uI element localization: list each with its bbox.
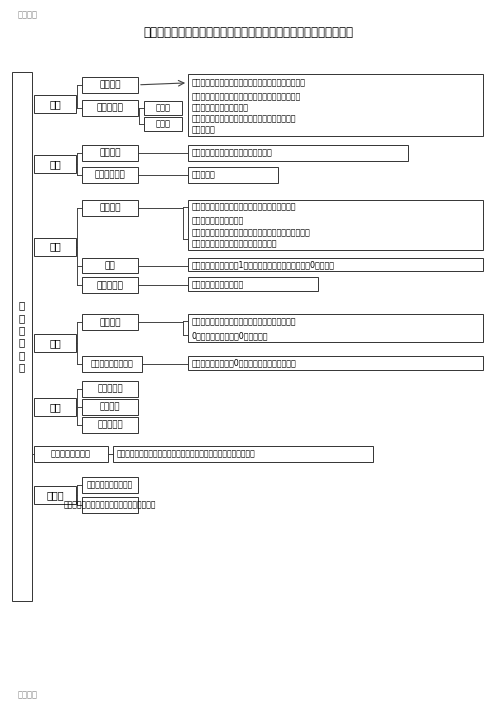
- Text: 除以一个数（不等于0），等于乘以这个数的倒数: 除以一个数（不等于0），等于乘以这个数的倒数: [192, 359, 297, 368]
- Text: 乘方: 乘方: [49, 402, 61, 412]
- Bar: [144, 101, 182, 115]
- Bar: [82, 381, 138, 397]
- Bar: [82, 100, 138, 116]
- Text: 互为相反数的两个数相加得零；一个数同零相加，
仍得这个数: 互为相反数的两个数相加得零；一个数同零相加， 仍得这个数: [192, 114, 297, 135]
- Text: 减法法则: 减法法则: [99, 148, 121, 157]
- Text: 交换律: 交换律: [156, 103, 171, 112]
- Text: 任何数与零相乘，积为零: 任何数与零相乘，积为零: [192, 216, 244, 225]
- Text: 两数相乘，同号得正，异号得负，并把绝对值相乘: 两数相乘，同号得正，异号得负，并把绝对值相乘: [192, 202, 297, 211]
- Text: 除法法则: 除法法则: [99, 318, 121, 327]
- Bar: [12, 72, 32, 601]
- Text: 乘方的意义: 乘方的意义: [97, 385, 123, 394]
- Bar: [188, 277, 318, 291]
- Text: 乘方运算: 乘方运算: [100, 403, 120, 412]
- Text: 有理数的混合运算: 有理数的混合运算: [51, 450, 91, 458]
- Bar: [188, 314, 483, 343]
- Bar: [82, 497, 138, 513]
- Bar: [82, 258, 138, 274]
- Bar: [34, 154, 76, 173]
- Text: 乘法运算律: 乘法运算律: [97, 281, 124, 290]
- Bar: [188, 258, 483, 272]
- Bar: [34, 334, 76, 352]
- Text: 若两个有理数的乘积为1，就称这两个有理数互为倒数；0没有倒数: 若两个有理数的乘积为1，就称这两个有理数互为倒数；0没有倒数: [192, 260, 335, 269]
- Text: 乘法: 乘法: [49, 241, 61, 251]
- Text: 异号两数相加，取绝对值较大加数的符号，并用较大
的绝对值减去较小的绝对值: 异号两数相加，取绝对值较大加数的符号，并用较大 的绝对值减去较小的绝对值: [192, 93, 301, 113]
- Text: 统一成加法: 统一成加法: [192, 170, 216, 179]
- Bar: [82, 166, 138, 183]
- Bar: [188, 166, 278, 183]
- Bar: [82, 477, 138, 493]
- Text: 乘法法则: 乘法法则: [99, 203, 121, 212]
- Bar: [188, 74, 483, 135]
- Text: 精品文档: 精品文档: [18, 10, 38, 19]
- Text: 加法运算律: 加法运算律: [97, 103, 124, 112]
- Bar: [82, 417, 138, 433]
- Text: 倒数: 倒数: [105, 261, 116, 270]
- Text: 用计算器求近似数，关键在于按键的准确应用: 用计算器求近似数，关键在于按键的准确应用: [64, 501, 156, 510]
- Text: 除法与乘法间的关系: 除法与乘法间的关系: [91, 360, 133, 369]
- Text: 交换律、结合律、分配律: 交换律、结合律、分配律: [192, 280, 244, 289]
- Text: 新浙教版七年级上册数学第二章《有理数的运算》知识点及典型例题: 新浙教版七年级上册数学第二章《有理数的运算》知识点及典型例题: [143, 27, 353, 39]
- Bar: [82, 199, 138, 216]
- Text: 近似数: 近似数: [46, 490, 64, 500]
- Text: 有
理
数
的
运
算: 有 理 数 的 运 算: [19, 300, 25, 372]
- Text: 同号两数相加，取与加数相同的符号，并把绝对值相加: 同号两数相加，取与加数相同的符号，并把绝对值相加: [192, 79, 306, 87]
- Text: 加减混合运算: 加减混合运算: [95, 170, 125, 179]
- Text: 多个不为零的有理数相乘，当负因数的个数为奇数时，积
为负；当负因数的个数为偶数时，积为正: 多个不为零的有理数相乘，当负因数的个数为奇数时，积 为负；当负因数的个数为偶数时…: [192, 229, 311, 249]
- Bar: [188, 145, 408, 161]
- Bar: [34, 398, 76, 416]
- Text: 除法: 除法: [49, 338, 61, 348]
- Bar: [188, 199, 483, 249]
- Bar: [34, 446, 108, 462]
- Text: 减法: 减法: [49, 159, 61, 168]
- Bar: [113, 446, 373, 462]
- Text: 两数相除，同号得正，异号得负，并把绝对值相除: 两数相除，同号得正，异号得负，并把绝对值相除: [192, 317, 297, 326]
- Bar: [34, 486, 76, 504]
- Bar: [82, 145, 138, 161]
- Text: 先算乘方，再算乘除，最后算加减。如有括号，先进行括号里的运算: 先算乘方，再算乘除，最后算加减。如有括号，先进行括号里的运算: [117, 450, 256, 458]
- Bar: [82, 314, 138, 331]
- Text: 加法法则: 加法法则: [99, 80, 121, 89]
- Bar: [82, 357, 142, 372]
- Bar: [144, 117, 182, 131]
- Text: 准确数和近似数的概念: 准确数和近似数的概念: [87, 481, 133, 489]
- Bar: [82, 77, 138, 93]
- Text: 加法: 加法: [49, 99, 61, 110]
- Bar: [188, 357, 483, 371]
- Text: 0除以任何一个不等于0的数都得零: 0除以任何一个不等于0的数都得零: [192, 331, 268, 340]
- Bar: [34, 95, 76, 113]
- Text: 精品文档: 精品文档: [18, 691, 38, 700]
- Text: 科学计算法: 科学计算法: [97, 420, 123, 430]
- Text: 结合律: 结合律: [156, 119, 171, 128]
- Bar: [82, 399, 138, 415]
- Bar: [82, 277, 138, 293]
- Text: 减去一个数，等于加上这个数的相反数: 减去一个数，等于加上这个数的相反数: [192, 148, 273, 157]
- Bar: [34, 237, 76, 256]
